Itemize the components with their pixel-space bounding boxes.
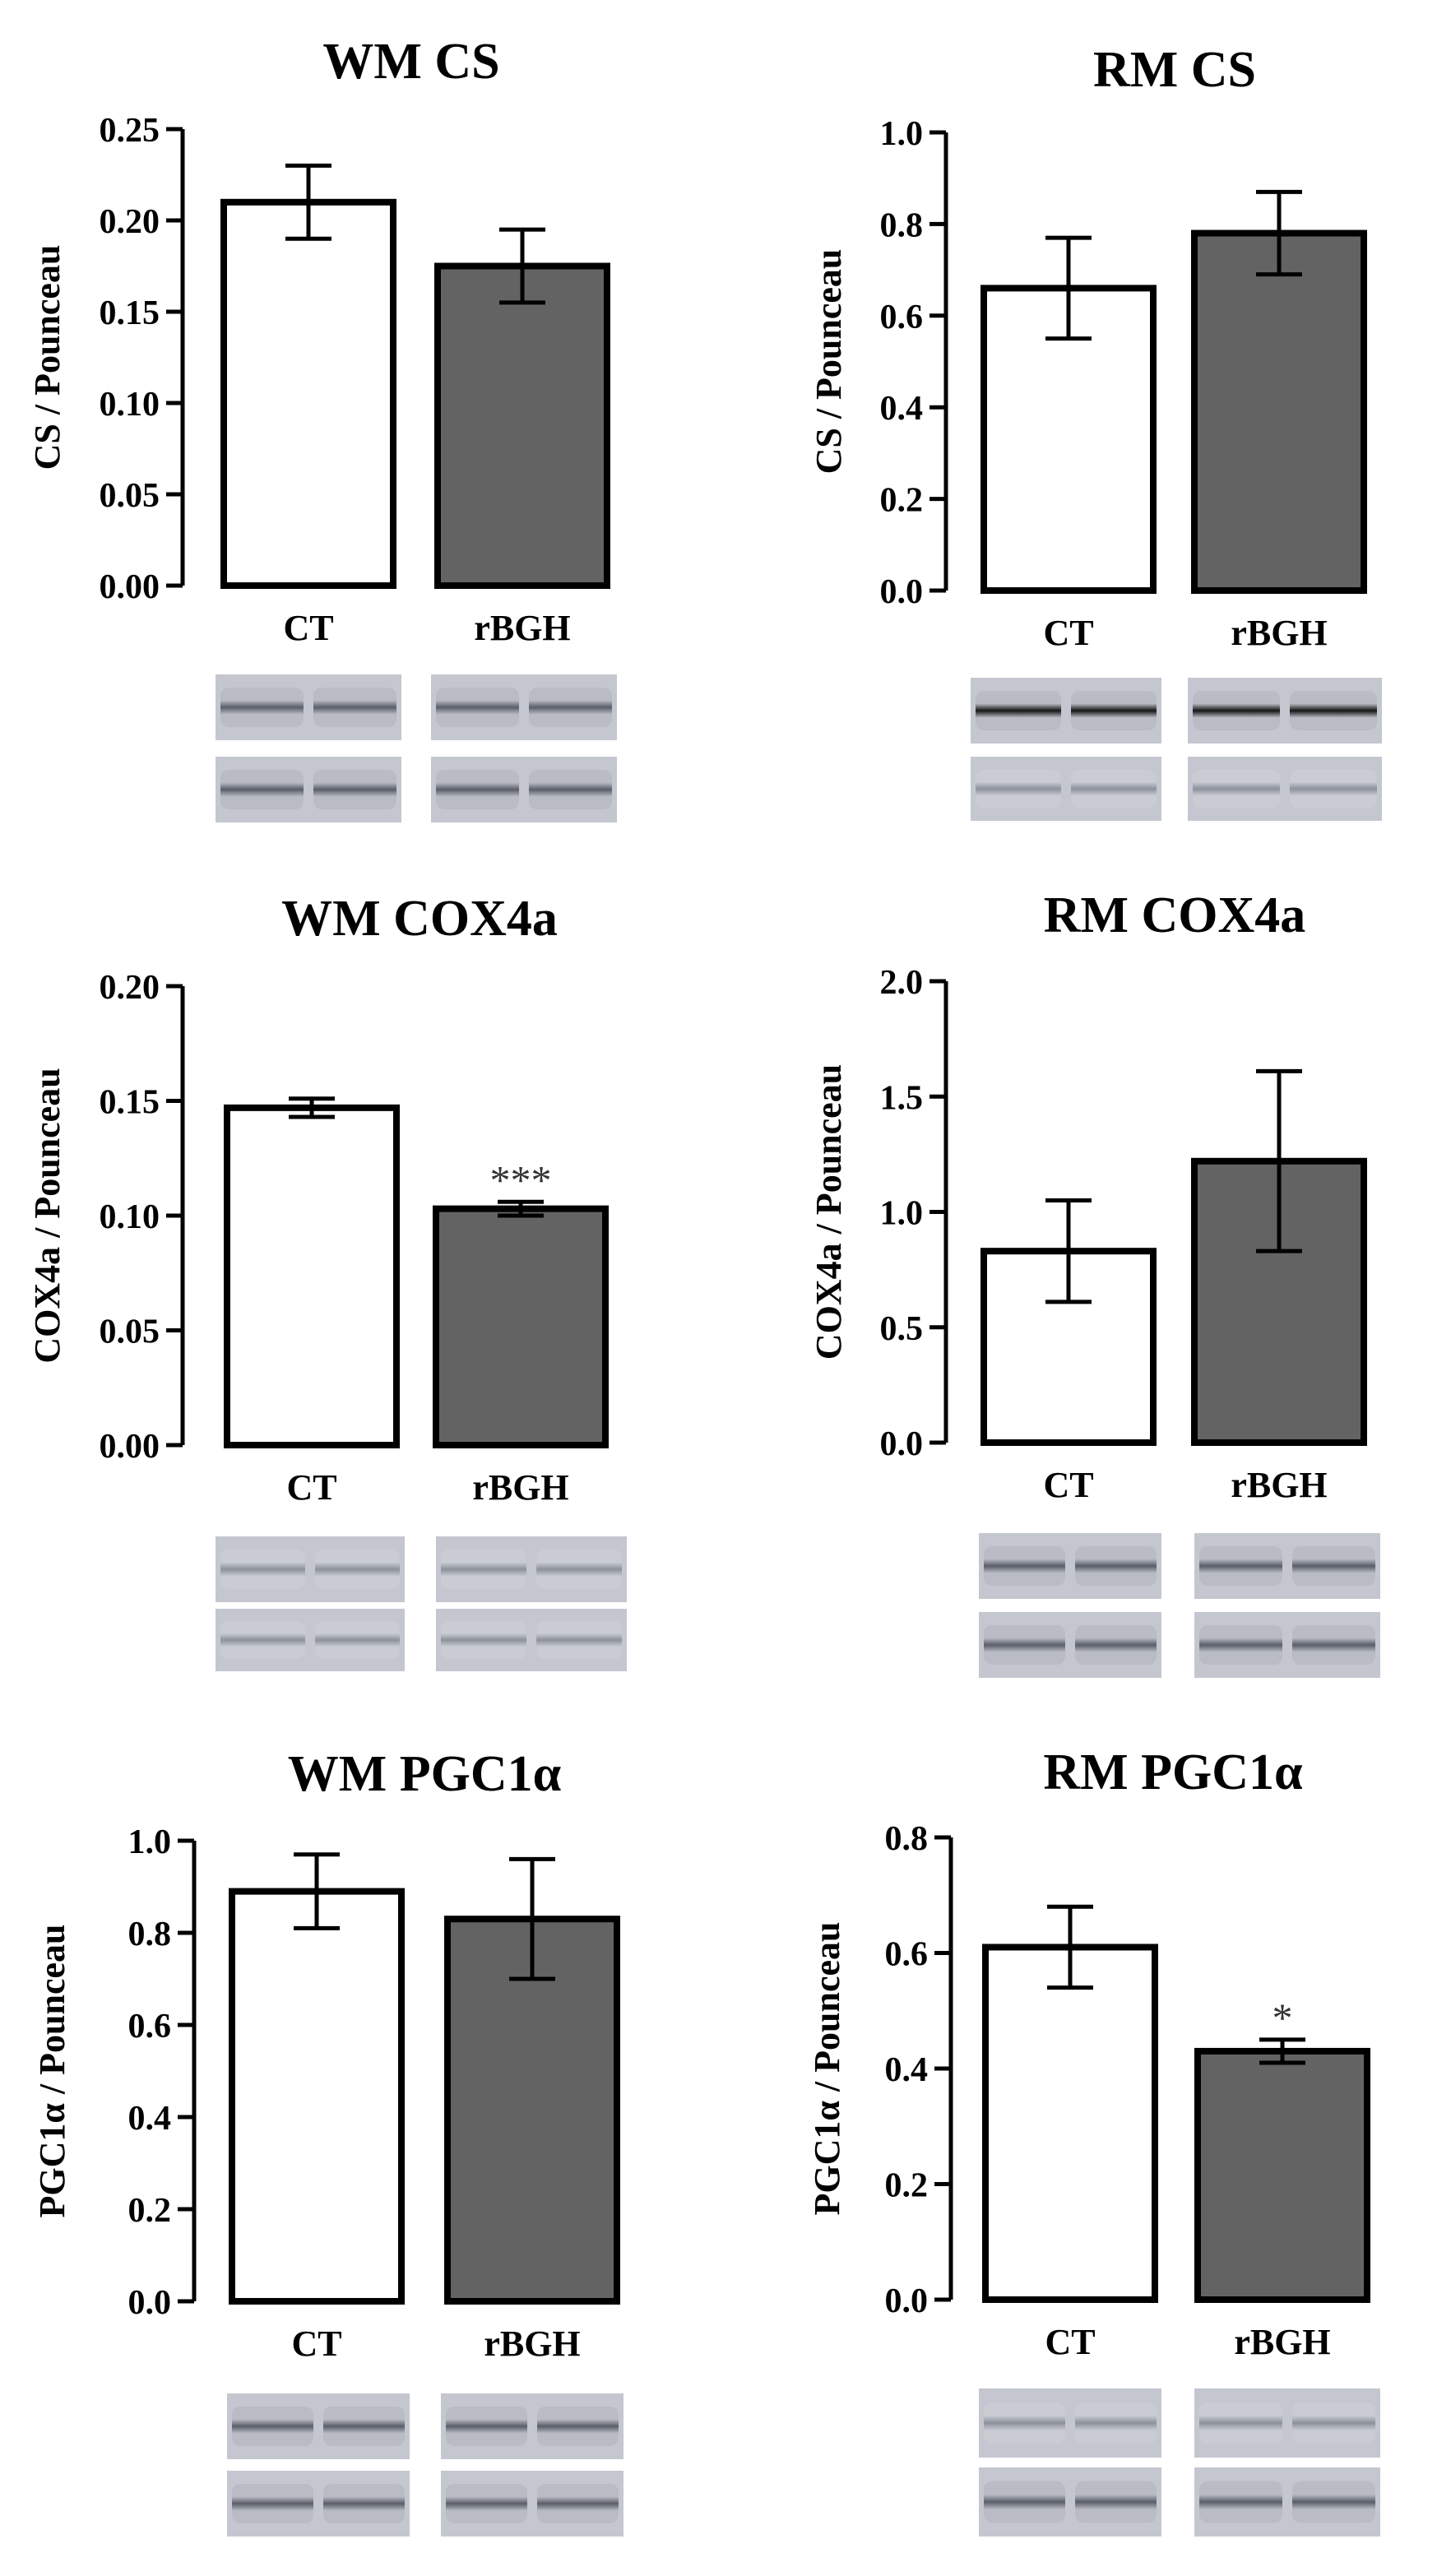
western-blot-image [979, 1612, 1161, 1678]
western-blot-image [436, 1609, 627, 1671]
y-tick-label: 0.8 [885, 1820, 929, 1858]
y-tick-label: 0.5 [880, 1310, 924, 1348]
chart-title: RM CS [1093, 42, 1256, 98]
y-tick-label: 0.0 [128, 2284, 172, 2322]
y-tick-label: 0.20 [100, 203, 160, 241]
category-label: CT [1043, 613, 1093, 653]
category-label: CT [283, 608, 333, 648]
y-tick-label: 1.0 [880, 115, 924, 153]
y-tick-label: 0.10 [100, 386, 160, 424]
western-blot-image [1194, 2388, 1380, 2458]
chart-panel: RM CS CS / Pounceau 0.0 0.2 0.4 0.6 0.8 1.0 CT rB… [809, 42, 1382, 821]
western-blot-image [1194, 1612, 1380, 1678]
y-tick-label: 0.6 [128, 2008, 172, 2046]
western-blot-image [1194, 2467, 1380, 2537]
bar-rbgh [444, 1916, 620, 2305]
y-tick-label: 0.2 [128, 2192, 172, 2230]
y-tick-label: 0.15 [100, 294, 160, 332]
chart-title: RM COX4a [1044, 887, 1306, 943]
bar-ct [220, 198, 396, 590]
significance-marker: * [1273, 1995, 1293, 2041]
category-label: rBGH [1234, 2322, 1330, 2362]
western-blot-image [227, 2393, 410, 2459]
bar-ct [224, 1104, 400, 1448]
western-blot-image [979, 1533, 1161, 1599]
category-label: rBGH [1231, 613, 1327, 653]
y-tick-label: 0.05 [100, 477, 160, 515]
bar-rbgh [433, 1205, 609, 1448]
y-tick-label: 0.4 [880, 390, 924, 428]
y-tick-label: 0.0 [880, 573, 924, 611]
y-tick-label: 0.4 [128, 2100, 172, 2138]
western-blot-image [1194, 1533, 1380, 1599]
y-tick-label: 0.00 [100, 1428, 160, 1466]
western-blot-image [431, 757, 617, 822]
western-blot-image [436, 1536, 627, 1602]
y-axis-label: PGC1α / Pounceau [32, 1924, 72, 2217]
y-tick-label: 0.15 [100, 1084, 160, 1122]
y-tick-label: 0.05 [100, 1313, 160, 1351]
chart-panel: RM PGC1α PGC1α / Pounceau 0.0 0.2 0.4 0.6 0.8 C… [807, 1744, 1380, 2537]
bar-ct [229, 1888, 405, 2305]
y-axis-label: COX4a / Pounceau [809, 1064, 849, 1360]
y-tick-label: 0.0 [880, 1425, 924, 1463]
western-blot-image [227, 2471, 410, 2537]
western-blot-image [216, 757, 401, 822]
chart-title: WM COX4a [281, 891, 558, 947]
category-label: CT [286, 1467, 336, 1508]
y-tick-label: 0.10 [100, 1198, 160, 1236]
category-label: rBGH [474, 608, 570, 648]
category-label: rBGH [484, 2323, 580, 2364]
y-tick-label: 0.8 [128, 1916, 172, 1953]
y-tick-label: 0.2 [885, 2167, 929, 2205]
category-label: CT [1043, 1465, 1093, 1505]
y-axis-label: COX4a / Pounceau [27, 1068, 67, 1363]
y-tick-label: 0.4 [885, 2051, 929, 2089]
bar-ct [982, 1944, 1158, 2304]
chart-panel: WM COX4a COX4a / Pounceau 0.00 0.05 0.10 0.15… [27, 891, 627, 1671]
y-tick-label: 0.00 [100, 568, 160, 606]
western-blot-image [441, 2393, 624, 2459]
bar-rbgh [434, 262, 610, 589]
western-blot-image [979, 2467, 1161, 2537]
significance-marker: *** [490, 1156, 552, 1202]
y-tick-label: 1.0 [880, 1195, 924, 1233]
category-label: CT [1045, 2322, 1095, 2362]
western-blot-image [441, 2471, 624, 2537]
western-blot-image [216, 1536, 405, 1602]
y-tick-label: 0.6 [885, 1936, 929, 1974]
y-tick-label: 0.0 [885, 2282, 929, 2320]
y-tick-label: 0.6 [880, 299, 924, 336]
category-label: CT [291, 2323, 341, 2364]
y-tick-label: 0.25 [100, 112, 160, 150]
western-blot-image [1188, 678, 1382, 744]
bar-rbgh [1191, 229, 1367, 594]
y-tick-label: 2.0 [880, 964, 924, 1002]
western-blot-image [431, 674, 617, 740]
western-blot-image [216, 1609, 405, 1671]
western-blot-image [971, 678, 1161, 744]
chart-title: WM PGC1α [288, 1746, 562, 1802]
western-blot-image [979, 2388, 1161, 2458]
western-blot-image [216, 674, 401, 740]
chart-panel: WM PGC1α PGC1α / Pounceau 0.0 0.2 0.4 0.6 0.8 1… [32, 1746, 624, 2537]
western-blot-image [1188, 757, 1382, 821]
y-tick-label: 0.20 [100, 969, 160, 1007]
western-blot-image [971, 757, 1161, 821]
y-tick-label: 1.5 [880, 1079, 924, 1117]
chart-title: RM PGC1α [1043, 1744, 1302, 1800]
y-tick-label: 0.2 [880, 482, 924, 520]
y-axis-label: PGC1α / Pounceau [807, 1921, 847, 2215]
y-tick-label: 0.8 [880, 206, 924, 244]
chart-panel: RM COX4a COX4a / Pounceau 0.0 0.5 1.0 1.5 2.0 C… [809, 887, 1380, 1678]
y-tick-label: 1.0 [128, 1823, 172, 1861]
bar-rbgh [1194, 2047, 1370, 2304]
chart-panel: WM CS CS / Pounceau 0.00 0.05 0.10 0.15 0.20 0.… [27, 34, 617, 822]
chart-title: WM CS [322, 34, 499, 90]
category-label: rBGH [472, 1467, 568, 1508]
y-axis-label: CS / Pounceau [27, 245, 67, 470]
category-label: rBGH [1231, 1465, 1327, 1505]
y-axis-label: CS / Pounceau [809, 249, 849, 475]
